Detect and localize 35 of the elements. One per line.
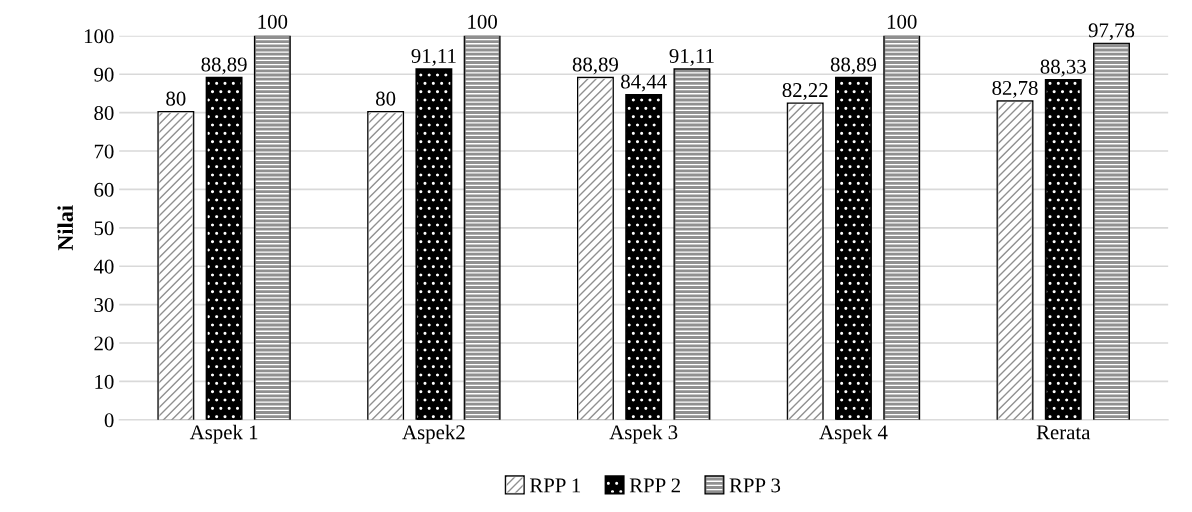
x-tick-label: Aspek 4 [819,424,888,444]
y-tick-label: 50 [94,221,114,236]
data-label: 91,11 [411,48,456,66]
y-tick-label: 100 [84,29,114,44]
y-tick-label: 40 [93,259,114,274]
y-tick-label: 20 [94,336,114,351]
x-tick-label: Aspek2 [402,424,465,444]
x-tick-label: Rerata [1036,425,1091,440]
data-label: 88,89 [201,57,247,75]
y-tick-label: 30 [94,298,114,313]
y-tick-label: 80 [94,106,114,121]
data-label: 80 [166,91,186,106]
data-label: 82,22 [782,83,828,101]
x-tick-label: Aspek 3 [609,424,678,444]
data-label: 88,89 [830,57,877,75]
data-label: 82,78 [992,80,1038,98]
data-label: 88,89 [572,57,619,75]
y-tick-label: 90 [94,67,114,82]
y-tick-label: 60 [94,182,114,197]
y-tick-label: 70 [94,144,114,159]
legend-label: RPP 1 [529,478,581,493]
data-label: 91,11 [669,48,714,66]
legend-label: RPP 2 [629,478,680,493]
y-tick-label: 0 [104,413,114,428]
data-label: 100 [887,14,917,29]
data-label: 100 [468,14,497,29]
data-label: 84,44 [621,74,667,92]
x-tick-label: Aspek 1 [189,424,258,444]
y-tick-label: 10 [95,374,114,389]
data-label: 100 [258,14,288,29]
data-label: 97,78 [1088,23,1135,41]
data-label: 80 [376,91,396,106]
data-label: 88,33 [1040,59,1086,77]
y-axis-title: Nilai [57,205,74,251]
legend-label: RPP 3 [729,478,781,493]
